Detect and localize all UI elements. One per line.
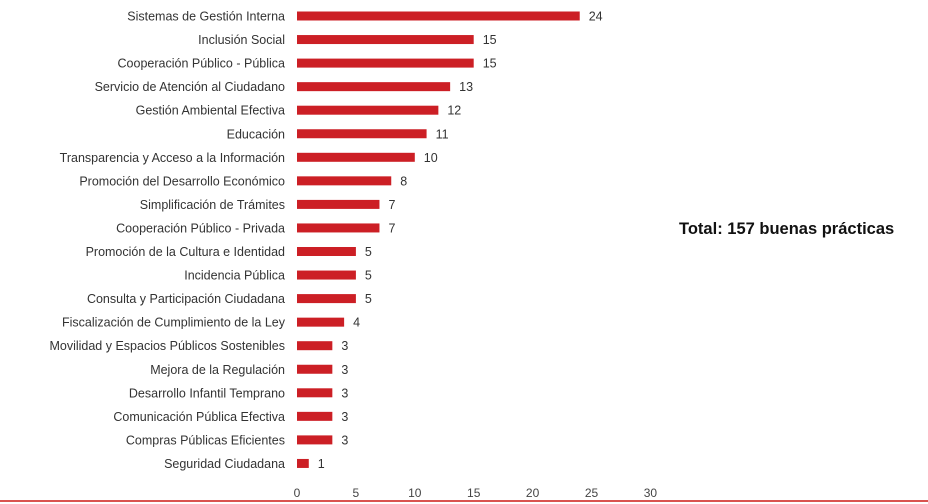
category-label: Fiscalización de Cumplimiento de la Ley xyxy=(62,316,286,330)
category-label: Cooperación Público - Pública xyxy=(118,57,286,71)
value-label: 5 xyxy=(365,292,372,306)
bar xyxy=(297,317,345,327)
category-label: Gestión Ambiental Efectiva xyxy=(136,104,285,118)
bar xyxy=(297,294,356,304)
bar xyxy=(297,223,380,233)
value-label: 7 xyxy=(388,221,395,235)
category-label: Consulta y Participación Ciudadana xyxy=(87,292,285,306)
value-label: 7 xyxy=(388,198,395,212)
bar xyxy=(297,35,474,45)
category-label: Desarrollo Infantil Temprano xyxy=(129,386,285,400)
value-label: 3 xyxy=(341,386,348,400)
bar xyxy=(297,458,309,468)
category-label: Mejora de la Regulación xyxy=(150,363,285,377)
x-tick-label: 20 xyxy=(526,486,540,500)
bar xyxy=(297,364,333,374)
value-label: 1 xyxy=(318,457,325,471)
category-label: Sistemas de Gestión Interna xyxy=(127,10,285,24)
category-label: Educación xyxy=(227,127,285,141)
value-label: 11 xyxy=(436,127,449,141)
x-tick-label: 10 xyxy=(408,486,422,500)
category-label: Simplificación de Trámites xyxy=(140,198,285,212)
value-label: 4 xyxy=(353,316,360,330)
bar xyxy=(297,152,415,162)
bar xyxy=(297,58,474,68)
bar xyxy=(297,11,580,21)
value-label: 10 xyxy=(424,151,438,165)
x-tick-label: 15 xyxy=(467,486,481,500)
value-label: 8 xyxy=(400,174,407,188)
value-label: 13 xyxy=(459,80,473,94)
bars-layer xyxy=(297,11,580,468)
bottom-divider xyxy=(0,500,928,502)
bar xyxy=(297,388,333,398)
category-labels: Sistemas de Gestión Interna Inclusión Soc… xyxy=(49,10,285,471)
value-label: 3 xyxy=(341,410,348,424)
value-label: 12 xyxy=(447,104,461,118)
value-label: 5 xyxy=(365,269,372,283)
bar xyxy=(297,341,333,351)
x-axis: 0 5 10 15 20 25 30 xyxy=(294,486,658,500)
bar xyxy=(297,247,356,256)
x-tick-label: 25 xyxy=(585,486,599,500)
category-label: Compras Públicas Eficientes xyxy=(126,433,285,447)
value-label: 3 xyxy=(341,339,348,353)
bar xyxy=(297,435,333,445)
bar xyxy=(297,105,439,115)
bar xyxy=(297,199,380,209)
value-label: 3 xyxy=(341,363,348,377)
category-label: Promoción del Desarrollo Económico xyxy=(79,174,285,188)
category-label: Transparencia y Acceso a la Información xyxy=(60,151,285,165)
bar xyxy=(297,411,333,421)
category-label: Movilidad y Espacios Públicos Sostenible… xyxy=(49,339,285,353)
category-label: Incidencia Pública xyxy=(184,269,285,283)
value-label: 15 xyxy=(483,33,497,47)
bar xyxy=(297,176,392,186)
value-label: 3 xyxy=(341,433,348,447)
total-annotation: Total: 157 buenas prácticas xyxy=(679,220,895,238)
value-label: 24 xyxy=(589,10,603,24)
x-tick-label: 0 xyxy=(294,486,301,500)
bar xyxy=(297,82,451,92)
category-label: Inclusión Social xyxy=(198,33,285,47)
x-tick-label: 5 xyxy=(353,486,360,500)
category-label: Servicio de Atención al Ciudadano xyxy=(95,80,285,94)
bar xyxy=(297,270,356,280)
value-label: 5 xyxy=(365,245,372,259)
category-label: Promoción de la Cultura e Identidad xyxy=(86,245,285,259)
value-label: 15 xyxy=(483,57,497,71)
category-label: Comunicación Pública Efectiva xyxy=(113,410,285,424)
category-label: Seguridad Ciudadana xyxy=(164,457,285,471)
category-label: Cooperación Público - Privada xyxy=(116,221,285,235)
x-tick-label: 30 xyxy=(644,486,658,500)
bar xyxy=(297,129,427,139)
